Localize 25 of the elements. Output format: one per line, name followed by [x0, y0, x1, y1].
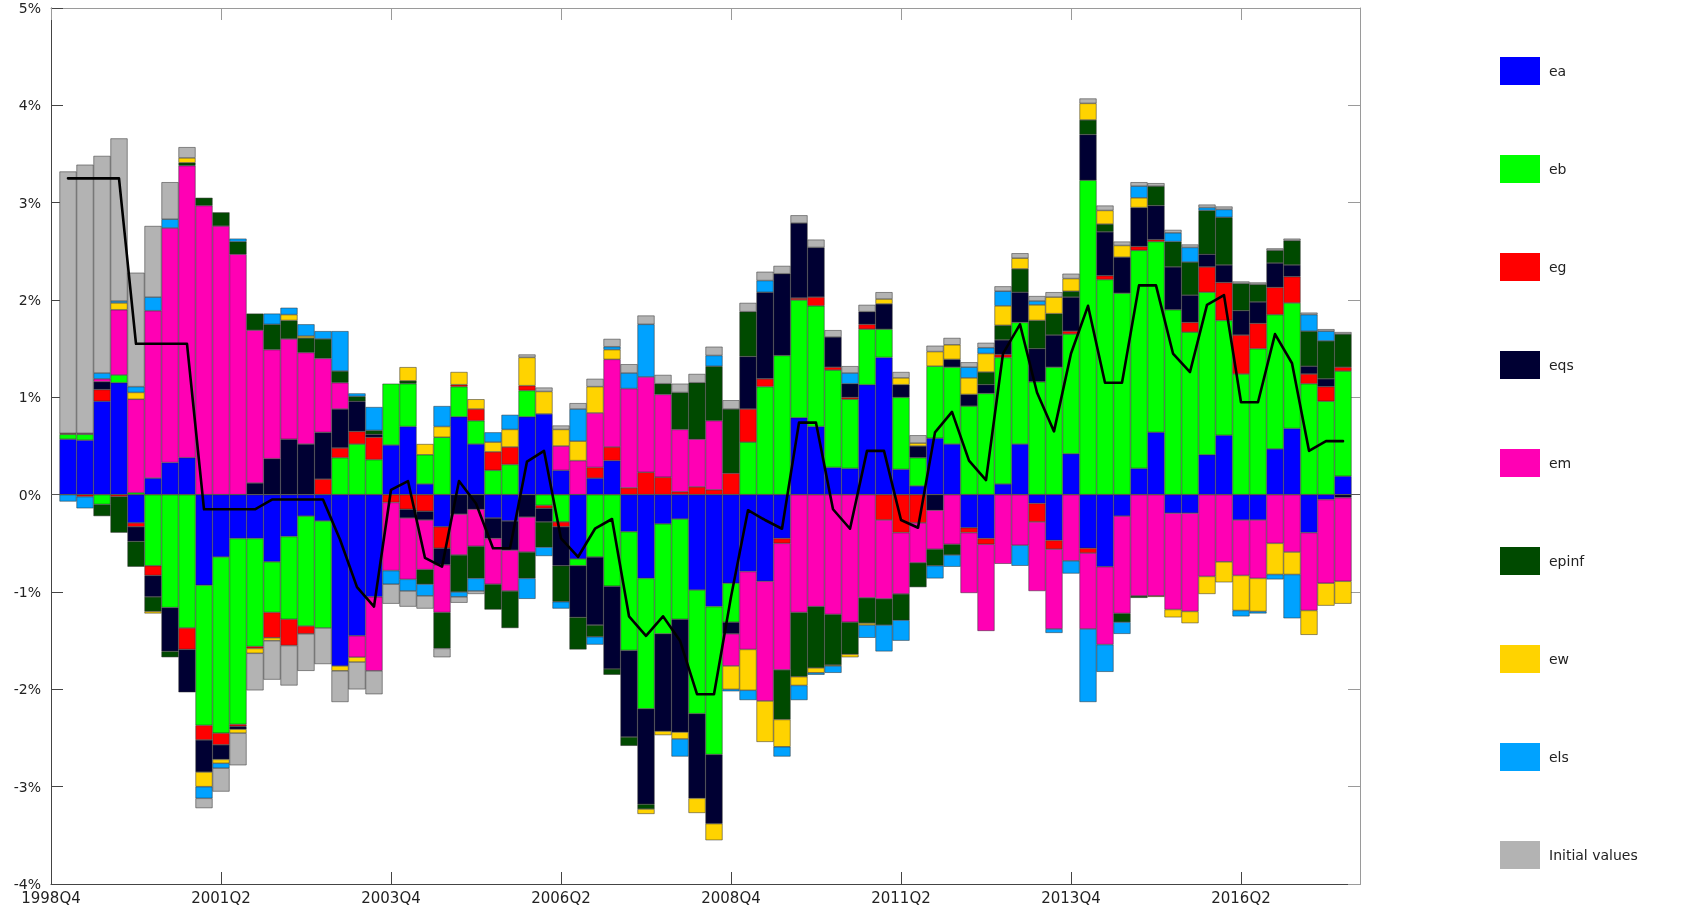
legend-label: eqs — [1549, 357, 1574, 373]
legend-label: eg — [1549, 259, 1567, 275]
legend-label: eb — [1549, 161, 1567, 177]
legend-label: epinf — [1549, 553, 1586, 569]
y-tick-label: 4% — [18, 97, 41, 114]
x-tick-label: 2006Q2 — [531, 888, 591, 907]
legend-label: em — [1549, 455, 1572, 471]
y-tick-label: 1% — [18, 389, 41, 406]
x-tick-label: 2001Q2 — [191, 888, 251, 907]
x-tick-label: 2016Q2 — [1211, 888, 1271, 907]
legend-label: ew — [1549, 651, 1570, 667]
legend-label: els — [1549, 749, 1569, 765]
y-tick-label: 0% — [18, 486, 41, 503]
legend-label: ea — [1549, 63, 1567, 79]
x-tick-label: 2008Q4 — [701, 888, 761, 907]
x-tick-label: 2003Q4 — [361, 888, 421, 907]
x-tick-label: 2013Q4 — [1041, 888, 1101, 907]
y-tick-label: 2% — [18, 292, 41, 308]
legend-label: Initial values — [1549, 847, 1638, 863]
y-tick-label: -1% — [13, 584, 41, 600]
y-tick-label: 3% — [18, 194, 41, 211]
y-tick-label: -3% — [13, 778, 41, 795]
x-tick-label: 2011Q2 — [871, 888, 931, 907]
y-tick-label: 5% — [18, 0, 41, 16]
y-tick-label: -2% — [13, 681, 41, 698]
